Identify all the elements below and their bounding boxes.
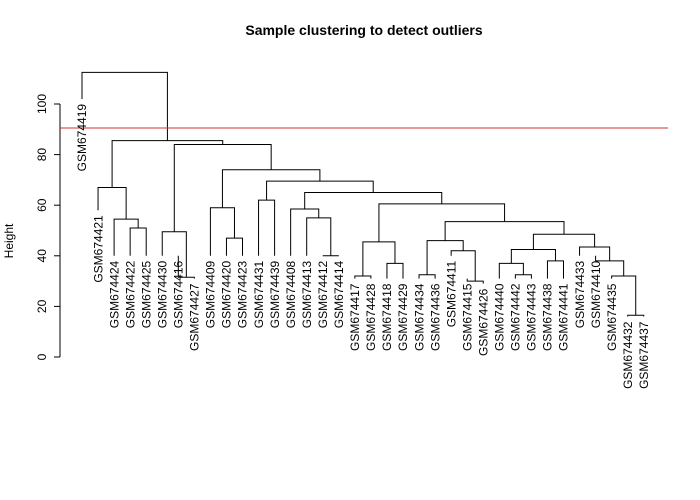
branch-merge-19 (498, 262, 524, 279)
branch-merge-28 (378, 203, 506, 242)
branch-merge-13 (362, 241, 396, 277)
leaf-label-GSM674418: GSM674418 (380, 283, 394, 351)
leaf-label-GSM674408: GSM674408 (284, 260, 298, 328)
leaf-label-GSM674440: GSM674440 (493, 283, 507, 351)
branch-merge-10 (290, 208, 320, 256)
leaf-label-GSM674431: GSM674431 (252, 260, 266, 328)
branch-merge-18 (514, 274, 532, 279)
leaf-label-GSM674426: GSM674426 (476, 288, 490, 356)
branch-merge-11 (354, 275, 372, 279)
branch-merge-7 (258, 199, 276, 256)
branch-merge-14 (418, 274, 436, 279)
branch-merge-31 (221, 169, 321, 208)
leaf-label-GSM674414: GSM674414 (332, 260, 346, 328)
leaf-label-GSM674417: GSM674417 (348, 283, 362, 351)
leaf-label-GSM674409: GSM674409 (204, 260, 218, 328)
branch-merge-25 (579, 246, 611, 261)
leaf-label-GSM674425: GSM674425 (139, 260, 153, 328)
leaf-label-GSM674419: GSM674419 (75, 104, 89, 172)
leaf-label-GSM674411: GSM674411 (444, 260, 458, 327)
leaf-label-GSM674412: GSM674412 (316, 260, 330, 328)
y-tick-label: 80 (35, 148, 49, 162)
leaf-label-GSM674443: GSM674443 (525, 283, 539, 351)
y-tick-label: 60 (35, 198, 49, 212)
branch-merge-1 (113, 218, 139, 256)
leaf-label-GSM674410: GSM674410 (589, 260, 603, 328)
leaf-label-GSM674438: GSM674438 (541, 283, 555, 351)
leaf-label-GSM674434: GSM674434 (412, 283, 426, 351)
leaf-label-GSM674429: GSM674429 (396, 283, 410, 351)
leaf-label-GSM674415: GSM674415 (460, 283, 474, 351)
chart-title: Sample clustering to detect outliers (245, 22, 482, 38)
leaf-label-GSM674437: GSM674437 (637, 321, 651, 389)
branch-merge-34 (81, 71, 168, 141)
leaf-label-GSM674416: GSM674416 (172, 260, 186, 328)
branch-merge-30 (266, 180, 374, 201)
leaf-label-GSM674433: GSM674433 (573, 260, 587, 328)
y-tick-label: 100 (35, 94, 49, 114)
branch-merge-22 (627, 314, 645, 317)
leaf-label-GSM674432: GSM674432 (621, 321, 635, 389)
branch-merge-2 (97, 186, 127, 220)
branch-merge-5 (225, 237, 243, 256)
branch-merge-33 (111, 140, 224, 188)
branch-merge-0 (129, 227, 147, 256)
y-tick-label: 20 (35, 299, 49, 313)
y-axis: 0 20 40 60 80 100 (35, 94, 61, 360)
leaf-label-GSM674435: GSM674435 (605, 283, 619, 351)
leaf-label-GSM674439: GSM674439 (268, 260, 282, 328)
branch-merge-9 (306, 217, 332, 256)
leaf-label-GSM674420: GSM674420 (220, 260, 234, 328)
y-axis-label: Height (2, 223, 16, 258)
leaf-label-GSM674413: GSM674413 (300, 260, 314, 328)
leaf-label-GSM674421: GSM674421 (91, 215, 105, 283)
branch-merge-12 (386, 262, 404, 279)
branch-merge-29 (304, 192, 443, 209)
y-tick-label: 0 (35, 353, 49, 360)
leaf-label-GSM674428: GSM674428 (364, 283, 378, 351)
leaf-label-GSM674422: GSM674422 (123, 260, 137, 328)
branch-merge-20 (546, 260, 564, 279)
branch-merge-27 (444, 221, 565, 241)
leaf-label-GSM674430: GSM674430 (155, 260, 169, 328)
branch-merge-6 (209, 207, 235, 256)
leaf-label-GSM674436: GSM674436 (428, 283, 442, 351)
leaf-label-GSM674424: GSM674424 (107, 260, 121, 328)
leaf-label-GSM674441: GSM674441 (557, 283, 571, 351)
leaf-label-GSM674427: GSM674427 (188, 283, 202, 351)
dendrogram-branches (81, 71, 645, 317)
y-tick-label: 40 (35, 249, 49, 263)
leaf-label-GSM674442: GSM674442 (509, 283, 523, 351)
leaf-label-GSM674423: GSM674423 (236, 260, 250, 328)
